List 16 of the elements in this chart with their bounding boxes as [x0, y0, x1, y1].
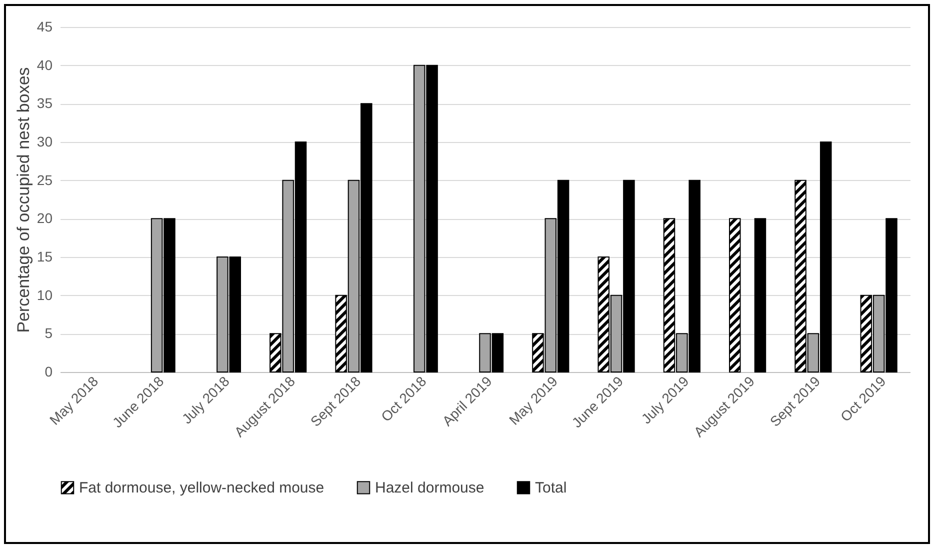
- bar: [729, 218, 741, 372]
- y-tick-label: 30: [36, 134, 53, 150]
- legend-label: Total: [535, 480, 567, 497]
- y-tick-label: 20: [36, 210, 53, 226]
- y-axis-title: Percentage of occupied nest boxes: [14, 67, 33, 333]
- y-tick-label: 15: [36, 248, 53, 264]
- y-tick-label: 25: [36, 172, 53, 188]
- y-tick-label: 40: [36, 56, 53, 73]
- legend-label: Hazel dormouse: [375, 480, 484, 497]
- y-tick-label: 35: [36, 95, 53, 112]
- y-tick-label: 10: [36, 286, 53, 303]
- y-tick-label: 5: [44, 325, 53, 342]
- y-tick-label: 0: [44, 364, 53, 380]
- legend-label: Fat dormouse, yellow-necked mouse: [79, 480, 324, 497]
- bar: [754, 218, 766, 372]
- y-tick-label: 45: [36, 18, 53, 34]
